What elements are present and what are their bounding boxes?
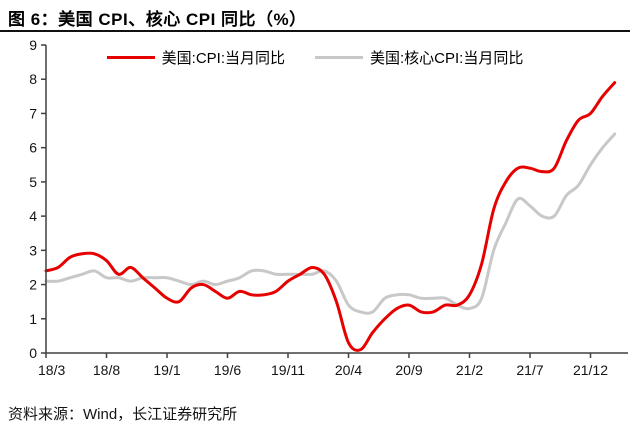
y-tick-label: 2 [29,277,37,293]
y-tick-label: 6 [29,140,37,156]
core-cpi-line-swatch [315,56,363,59]
y-tick-label: 8 [29,71,37,87]
legend-label-core-cpi: 美国:核心CPI:当月同比 [370,50,524,67]
x-tick-label: 20/9 [395,362,422,378]
y-tick-label: 4 [29,208,37,224]
y-tick-label: 7 [29,105,37,121]
x-tick-label: 18/3 [38,362,65,378]
title-underline [0,30,630,32]
y-tick-label: 9 [29,37,37,53]
source-note: 资料来源：Wind，长江证券研究所 [8,406,238,423]
cpi-series-line [44,81,617,352]
figure-title: 图 6：美国 CPI、核心 CPI 同比（%） [8,10,307,29]
x-tick-label: 19/1 [153,362,180,378]
y-tick-label: 3 [29,242,37,258]
legend-label-cpi: 美国:CPI:当月同比 [161,50,285,67]
legend-item-core-cpi: 美国:核心CPI:当月同比 [315,47,523,68]
x-tick-label: 18/8 [93,362,120,378]
x-tick-label: 21/12 [573,362,608,378]
legend-item-cpi: 美国:CPI:当月同比 [106,47,285,68]
cpi-line-chart: 0 1 2 3 4 5 6 7 8 9 18/3 18/8 19/1 19/6 19/11 20/4 20/9 2… [29,37,628,378]
y-tick-label: 1 [29,311,37,327]
y-tick-label: 5 [29,174,37,190]
x-tick-label: 19/6 [214,362,241,378]
y-tick-label: 0 [29,345,37,361]
x-tick-label: 19/11 [271,362,305,378]
x-tick-label: 21/2 [456,362,483,378]
cpi-line-swatch [106,56,155,59]
x-tick-label: 21/7 [516,362,543,378]
chart-legend: 美国:CPI:当月同比 美国:核心CPI:当月同比 [0,47,630,68]
x-tick-label: 20/4 [335,362,362,378]
